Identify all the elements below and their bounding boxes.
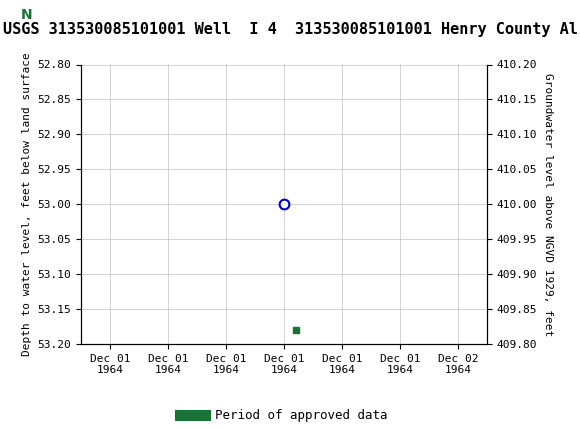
Y-axis label: Groundwater level above NGVD 1929, feet: Groundwater level above NGVD 1929, feet [543, 73, 553, 336]
Text: USGS: USGS [58, 6, 118, 25]
Legend: Period of approved data: Period of approved data [175, 404, 393, 427]
Text: USGS 313530085101001 Well  I 4  313530085101001 Henry County Al: USGS 313530085101001 Well I 4 3135300851… [2, 22, 578, 37]
Y-axis label: Depth to water level, feet below land surface: Depth to water level, feet below land su… [22, 52, 32, 356]
Text: N: N [20, 8, 32, 22]
Bar [6, 3, 46, 28]
